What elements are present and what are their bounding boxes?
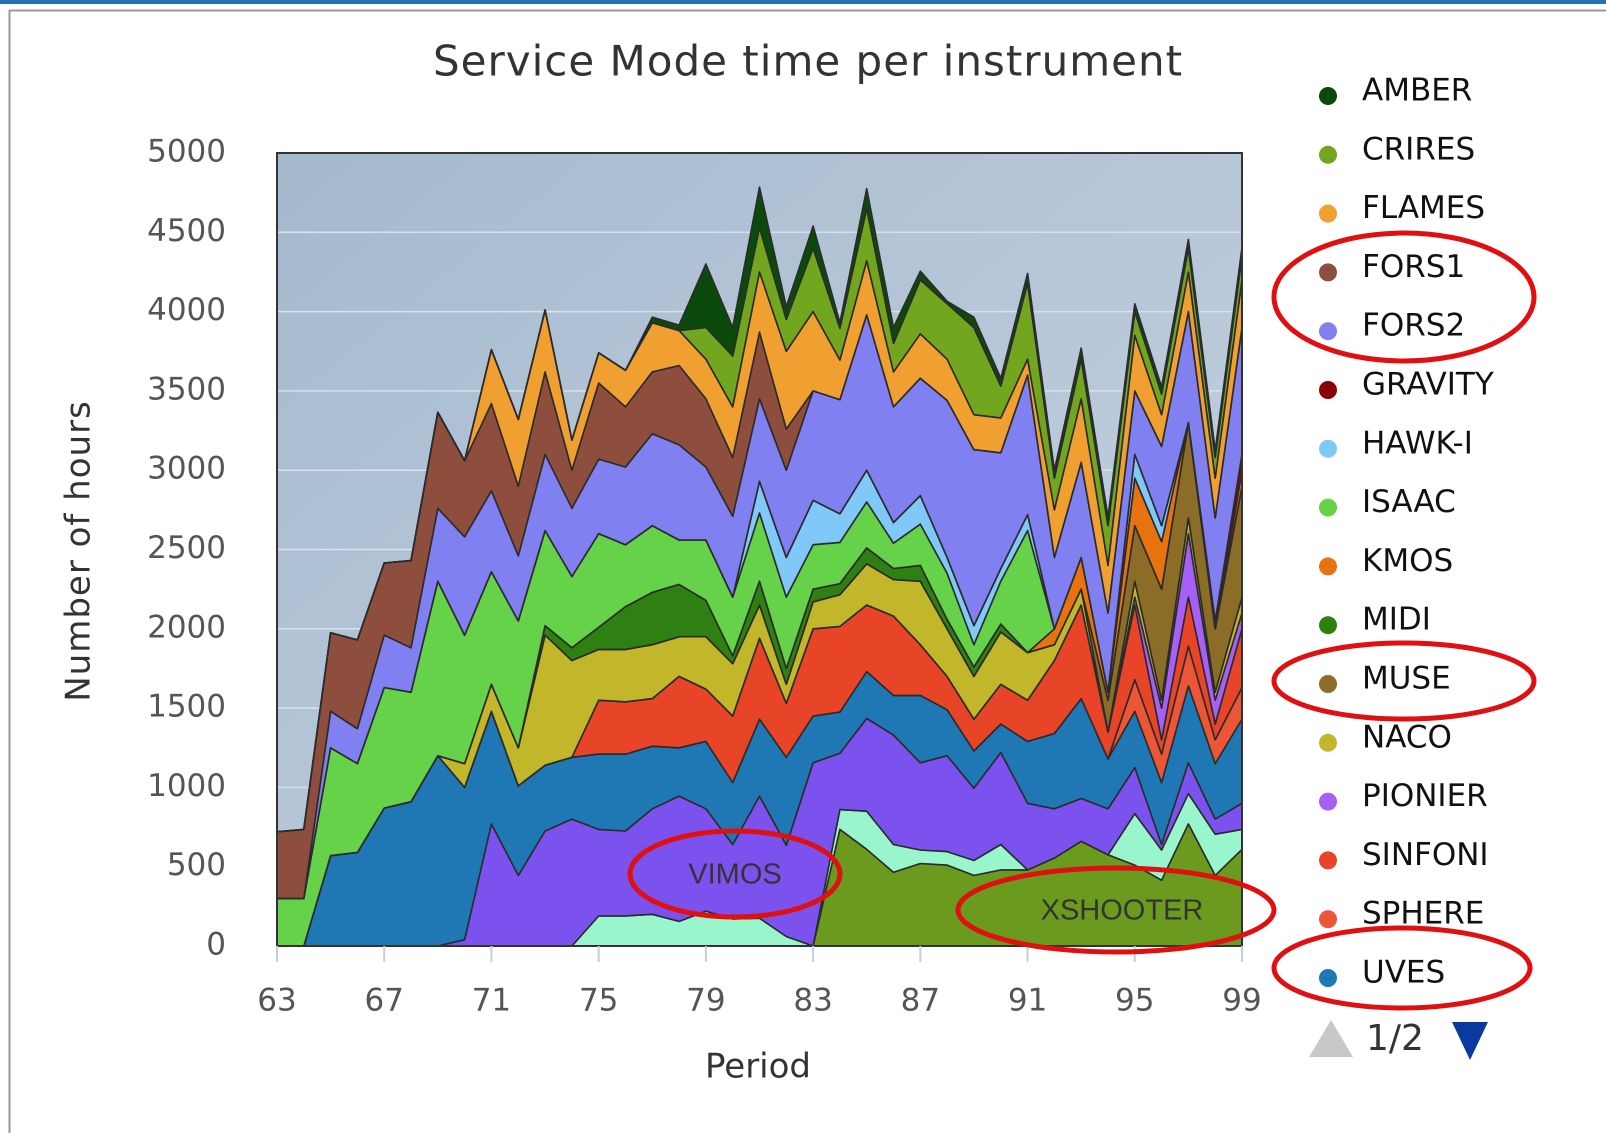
y-tick-label: 3500 xyxy=(147,371,226,407)
y-tick-label: 1500 xyxy=(147,689,226,725)
axes: 0 500 1000 1500 2000 2500 3000 3500 4000 4500 5000… xyxy=(147,134,1262,1019)
legend-label[interactable]: NACO xyxy=(1362,719,1452,755)
legend-marker[interactable] xyxy=(1319,851,1337,870)
x-tick-label: 95 xyxy=(1115,983,1154,1019)
x-tick-label: 91 xyxy=(1008,983,1047,1019)
x-tick-label: 71 xyxy=(472,983,511,1019)
legend-label[interactable]: UVES xyxy=(1362,955,1445,991)
legend-marker[interactable] xyxy=(1319,616,1337,635)
y-tick-label: 4000 xyxy=(147,292,226,328)
legend-marker[interactable] xyxy=(1319,87,1337,105)
legend-marker[interactable] xyxy=(1319,792,1337,811)
legend-marker[interactable] xyxy=(1319,204,1337,223)
legend: AMBER CRIRES FLAMES FORS1 FORS2 GRAVITY HAWK-I… xyxy=(1319,73,1494,991)
x-axis-label: Period xyxy=(705,1047,811,1087)
legend-label[interactable]: MUSE xyxy=(1362,661,1451,697)
x-tick-label: 83 xyxy=(793,983,832,1019)
y-tick-label: 4500 xyxy=(147,213,226,249)
legend-marker[interactable] xyxy=(1319,733,1337,752)
y-tick-label: 2500 xyxy=(147,530,226,566)
x-tick-label: 67 xyxy=(364,983,403,1019)
y-tick-label: 2000 xyxy=(147,609,226,645)
highlight-oval xyxy=(955,865,1277,955)
highlight-oval xyxy=(627,828,843,920)
y-tick-label: 1000 xyxy=(147,768,226,804)
x-tick-label: 87 xyxy=(901,983,940,1019)
plot-border xyxy=(276,152,1243,947)
x-tick-label: 63 xyxy=(257,983,296,1019)
legend-label[interactable]: AMBER xyxy=(1362,73,1472,109)
legend-marker[interactable] xyxy=(1319,910,1337,929)
legend-label[interactable]: ISAAC xyxy=(1362,484,1456,520)
y-tick-label: 3000 xyxy=(147,451,226,487)
legend-label[interactable]: FORS1 xyxy=(1362,249,1465,285)
annotation-label: XSHOOTER xyxy=(1041,895,1204,927)
legend-marker[interactable] xyxy=(1319,145,1337,164)
legend-marker[interactable] xyxy=(1319,557,1337,576)
highlight-oval xyxy=(1271,925,1533,1011)
y-axis-label: Number of hours xyxy=(59,400,99,702)
y-tick-label: 5000 xyxy=(147,134,226,170)
legend-label[interactable]: PIONIER xyxy=(1362,778,1488,814)
y-tick-label: 500 xyxy=(167,847,226,883)
annotation-label: VIMOS xyxy=(688,859,781,891)
legend-page-down[interactable] xyxy=(1452,1022,1488,1060)
x-tick-label: 75 xyxy=(579,983,618,1019)
legend-marker[interactable] xyxy=(1319,439,1337,458)
legend-label[interactable]: KMOS xyxy=(1362,543,1453,579)
x-tick-label: 99 xyxy=(1222,983,1261,1019)
highlight-oval xyxy=(1271,230,1537,364)
x-tick-label: 79 xyxy=(686,983,725,1019)
legend-label[interactable]: GRAVITY xyxy=(1362,367,1494,403)
annotations: VIMOS XSHOOTER xyxy=(627,230,1537,1011)
top-bar xyxy=(0,0,1606,4)
y-tick-label: 0 xyxy=(206,927,226,963)
legend-label[interactable]: HAWK-I xyxy=(1362,425,1473,461)
highlight-oval xyxy=(1271,640,1537,722)
legend-label[interactable]: FLAMES xyxy=(1362,190,1485,226)
legend-label[interactable]: CRIRES xyxy=(1362,131,1475,167)
legend-page-up[interactable] xyxy=(1309,1020,1353,1057)
legend-label[interactable]: SPHERE xyxy=(1362,896,1484,932)
chart-title: Service Mode time per instrument xyxy=(433,37,1183,86)
legend-marker[interactable] xyxy=(1319,498,1337,517)
legend-label[interactable]: SINFONI xyxy=(1362,837,1489,873)
legend-marker[interactable] xyxy=(1319,263,1337,282)
legend-marker[interactable] xyxy=(1319,969,1337,987)
legend-label[interactable]: MIDI xyxy=(1362,602,1431,638)
legend-label[interactable]: FORS2 xyxy=(1362,308,1465,344)
legend-marker[interactable] xyxy=(1319,675,1337,693)
legend-page: 1/2 xyxy=(1366,1018,1424,1059)
legend-marker[interactable] xyxy=(1319,322,1337,341)
legend-marker[interactable] xyxy=(1319,381,1337,399)
